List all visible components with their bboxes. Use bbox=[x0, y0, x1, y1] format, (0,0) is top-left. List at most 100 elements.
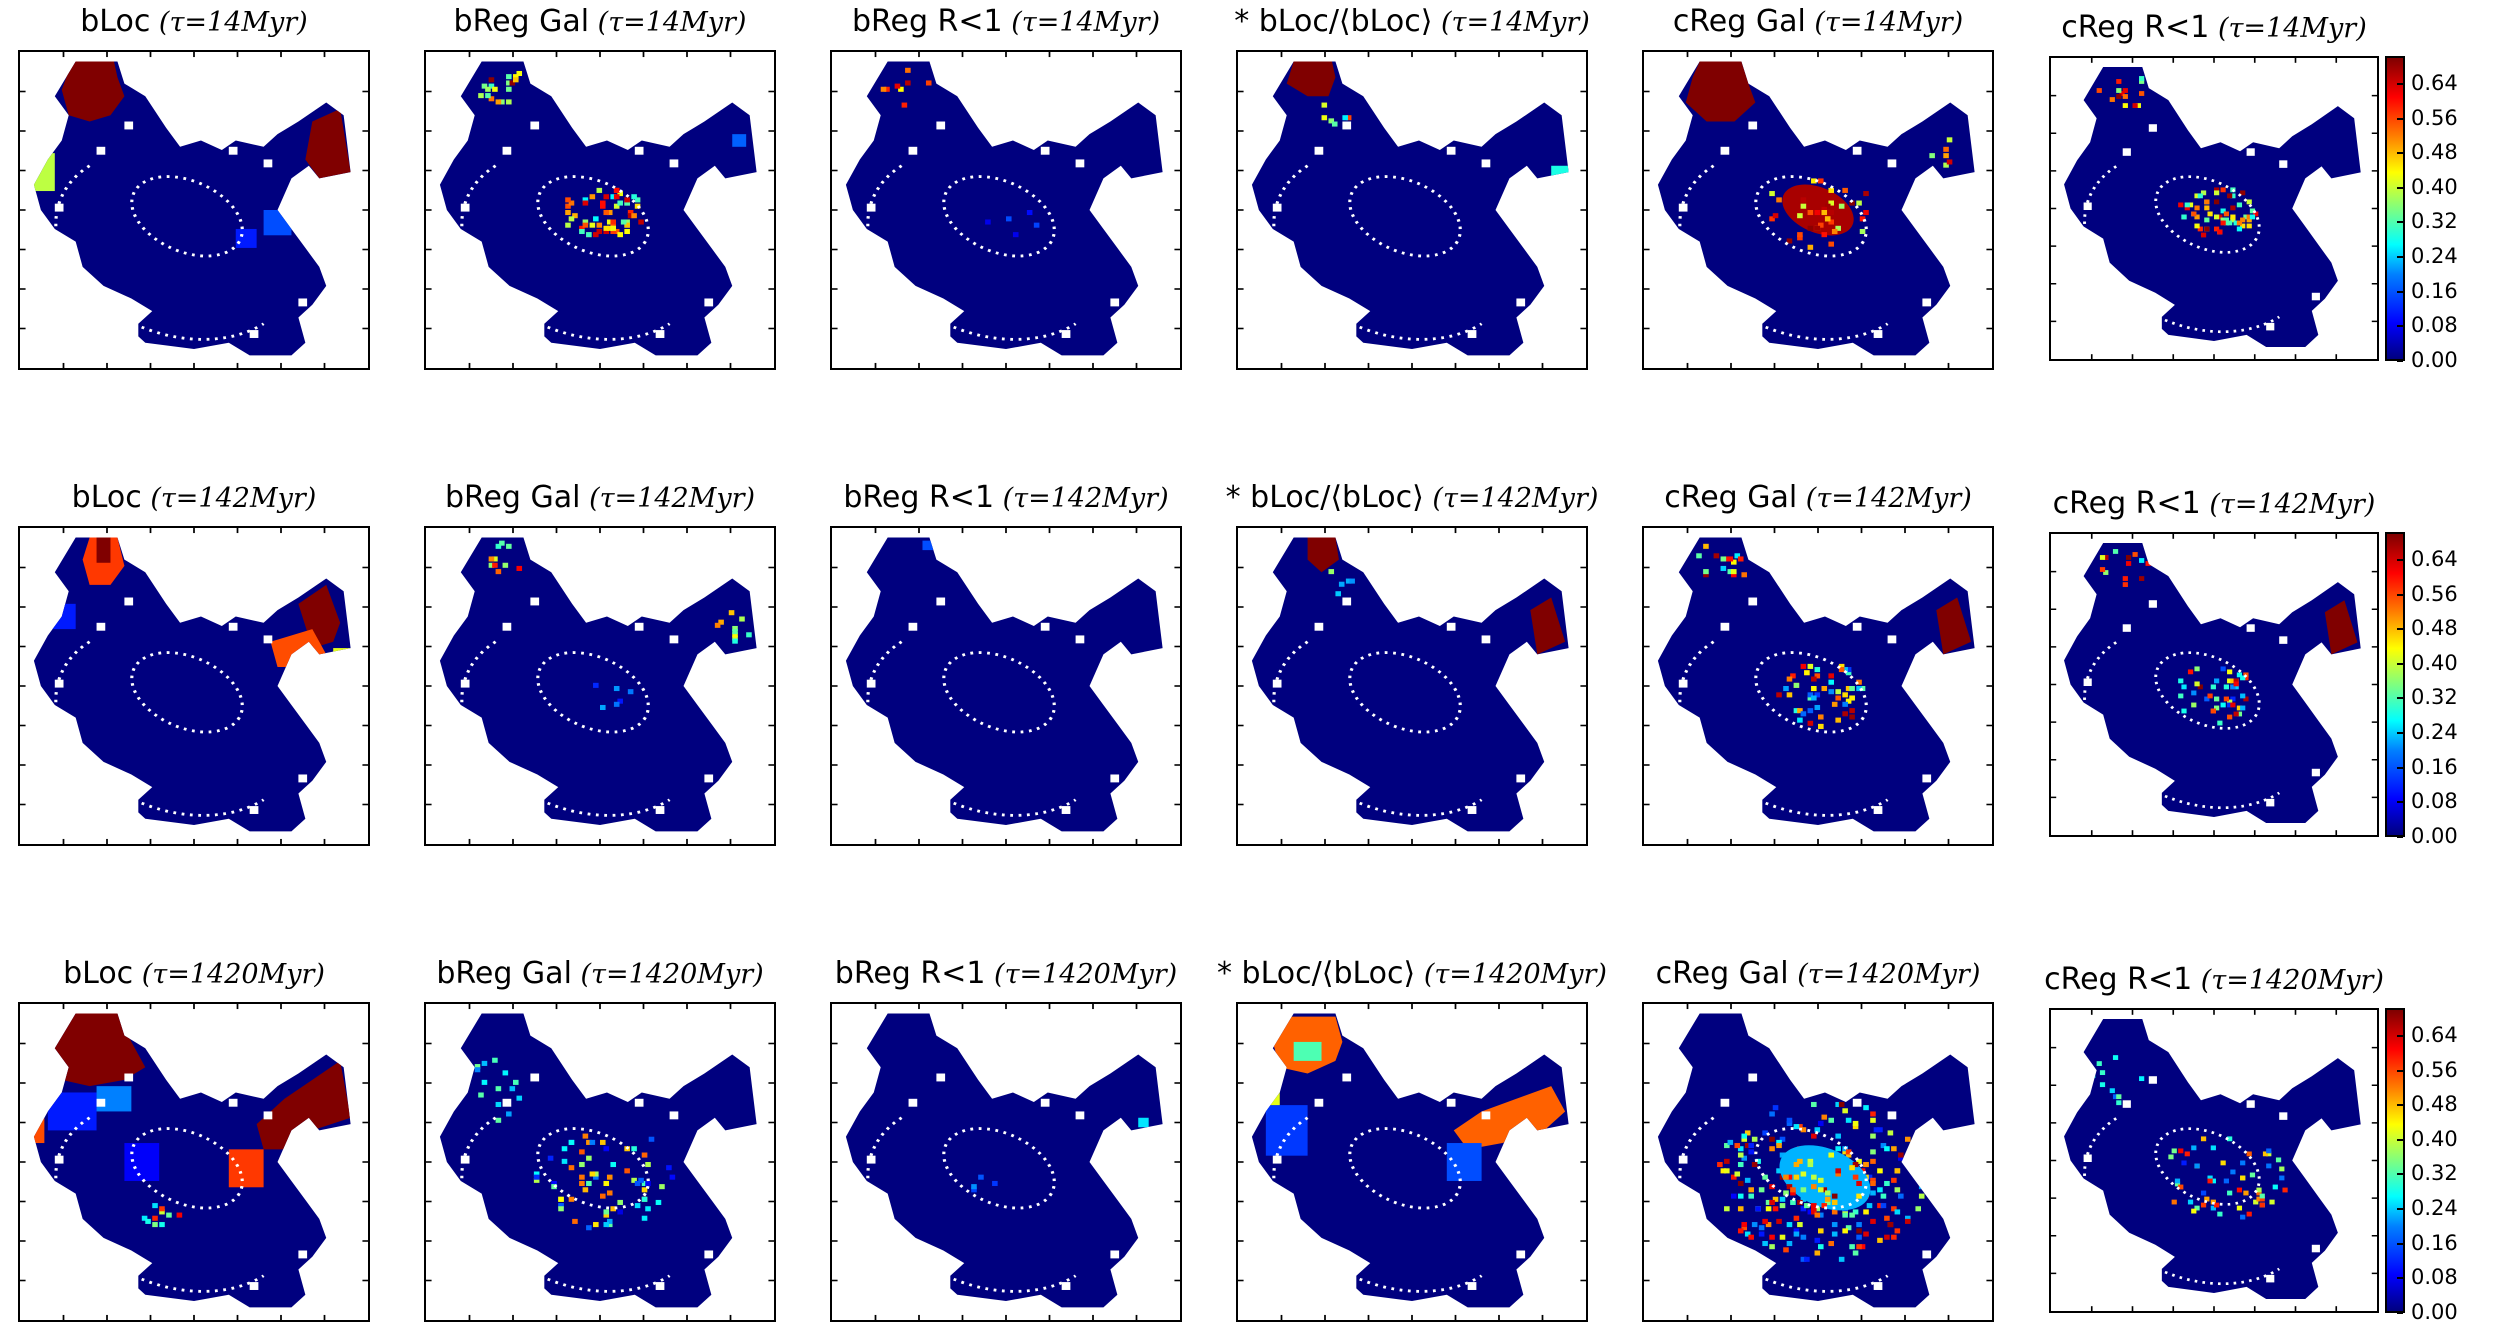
heatmap-pixel bbox=[1703, 543, 1709, 549]
heatmap-pixel bbox=[2246, 1151, 2252, 1157]
mask-hole bbox=[228, 1098, 238, 1107]
heatmap-pixel bbox=[732, 629, 738, 635]
heatmap-pixel bbox=[1807, 663, 1814, 669]
heatmap-pixel bbox=[488, 83, 495, 89]
heatmap-pixel bbox=[732, 625, 738, 632]
outer-ring-ellipse bbox=[2083, 165, 2281, 334]
heatmap-pixel bbox=[1845, 667, 1852, 673]
heatmap-pixel bbox=[1776, 1168, 1782, 1174]
heatmap-patch bbox=[228, 1149, 264, 1188]
heatmap-pixel bbox=[589, 1171, 596, 1177]
mask-hole bbox=[1887, 159, 1897, 168]
inner-ring-ellipse bbox=[942, 1127, 1056, 1210]
heatmap-pixel bbox=[2168, 1154, 2174, 1160]
mask-hole bbox=[1314, 1098, 1324, 1107]
mask-hole bbox=[936, 597, 946, 606]
heatmap-pixel bbox=[1859, 216, 1866, 222]
heatmap-pixel bbox=[2220, 187, 2226, 193]
mask-hole bbox=[2279, 160, 2288, 168]
heatmap-pixel bbox=[2230, 684, 2236, 690]
heatmap-pixel bbox=[1769, 1111, 1775, 1117]
heatmap-frame bbox=[830, 50, 1182, 370]
heatmap-pixel bbox=[2214, 214, 2220, 220]
heatmap-pixel bbox=[645, 1162, 651, 1168]
heatmap-pixel bbox=[1835, 1168, 1841, 1174]
outer-ring-ellipse bbox=[2083, 1117, 2281, 1286]
heatmap-pixel bbox=[586, 1180, 592, 1187]
heatmap-pixel bbox=[2103, 570, 2109, 575]
mask-hole bbox=[298, 1250, 308, 1259]
heatmap-pixel bbox=[2220, 702, 2226, 708]
inner-ring-ellipse bbox=[2154, 1127, 2261, 1206]
panel-title-name: * bLoc/⟨bLoc⟩ bbox=[1217, 956, 1416, 991]
heatmap-pixel bbox=[1811, 178, 1817, 184]
heatmap-pixel bbox=[1790, 673, 1796, 679]
heatmap-pixel bbox=[2171, 1148, 2177, 1154]
heatmap-pixel bbox=[551, 1180, 557, 1187]
colorbar-tick-label: 0.48 bbox=[2397, 616, 2458, 640]
panel-title-tau: (τ=14Myr) bbox=[1805, 7, 1964, 38]
heatmap-pixel bbox=[1818, 723, 1824, 729]
heatmap-pixel bbox=[2139, 558, 2145, 563]
heatmap-pixel bbox=[1838, 1256, 1845, 1262]
mask-hole bbox=[2246, 148, 2255, 156]
mask-hole bbox=[1467, 330, 1477, 338]
heatmap-pixel bbox=[1887, 1130, 1894, 1136]
heatmap-pixel bbox=[1818, 178, 1824, 184]
mask-hole bbox=[1040, 1098, 1050, 1107]
heatmap-pixel bbox=[1894, 1228, 1901, 1234]
heatmap-pixel bbox=[2233, 681, 2239, 687]
colorbar-tick-label: 0.08 bbox=[2397, 789, 2458, 813]
panel-title-tau: (τ=1420Myr) bbox=[1788, 959, 1981, 990]
heatmap-pixel bbox=[533, 1177, 540, 1183]
heatmap-frame bbox=[424, 526, 776, 846]
heatmap-pixel bbox=[2122, 582, 2128, 587]
heatmap-pixel bbox=[1807, 1158, 1814, 1164]
heatmap-pixel bbox=[666, 1165, 672, 1171]
panel-bregr1-row1: bReg R<1 (τ=14Myr) bbox=[830, 4, 1182, 370]
heatmap-pixel bbox=[613, 194, 620, 200]
heatmap-plot bbox=[426, 52, 774, 368]
heatmap-pixel bbox=[1737, 1180, 1744, 1187]
heatmap-pixel bbox=[613, 203, 620, 209]
heatmap-frame bbox=[2049, 56, 2379, 361]
heatmap-pixel bbox=[586, 1225, 592, 1231]
panel-title: bLoc (τ=142Myr) bbox=[0, 480, 390, 515]
colorbar-tick-label: 0.56 bbox=[2397, 106, 2458, 130]
colorbar-tick-label: 0.64 bbox=[2397, 547, 2458, 571]
heatmap-frame bbox=[18, 1002, 370, 1322]
heatmap-pixel bbox=[502, 1070, 509, 1076]
heatmap-pixel bbox=[1762, 1174, 1768, 1180]
heatmap-pixel bbox=[2220, 217, 2226, 223]
mask-hole bbox=[1110, 298, 1120, 307]
heatmap-pixel bbox=[1737, 1146, 1744, 1152]
heatmap-pixel bbox=[1800, 1234, 1807, 1240]
heatmap-pixel bbox=[1696, 553, 1702, 559]
heatmap-pixel bbox=[2240, 705, 2246, 711]
panel-title-tau: (τ=14Myr) bbox=[150, 7, 308, 38]
heatmap-pixel bbox=[1828, 679, 1835, 685]
heatmap-pixel bbox=[2139, 576, 2145, 581]
heatmap-pixel bbox=[1797, 213, 1803, 219]
mask-hole bbox=[866, 1155, 876, 1164]
heatmap-pixel bbox=[732, 638, 738, 644]
heatmap-pixel bbox=[2243, 696, 2249, 702]
mask-hole bbox=[1873, 1282, 1883, 1290]
heatmap-pixel bbox=[1870, 1218, 1876, 1224]
mask-hole bbox=[228, 146, 238, 155]
heatmap-pixel bbox=[589, 194, 596, 200]
heatmap-pixel bbox=[586, 232, 592, 238]
panel-title-name: cReg R<1 bbox=[2061, 10, 2210, 45]
mask-hole bbox=[96, 1098, 106, 1107]
mask-hole bbox=[2083, 202, 2092, 211]
heatmap-pixel bbox=[593, 232, 599, 238]
heatmap-pixel bbox=[1894, 1187, 1901, 1193]
outer-ring-ellipse bbox=[1272, 164, 1483, 341]
heatmap-pixel bbox=[2181, 214, 2187, 220]
heatmap-frame bbox=[1236, 526, 1588, 846]
heatmap-pixel bbox=[617, 232, 623, 238]
heatmap-pixel bbox=[1811, 695, 1817, 701]
heatmap-pixel bbox=[624, 219, 630, 225]
heatmap-pixel bbox=[1744, 1177, 1751, 1183]
heatmap-pixel bbox=[1884, 1180, 1890, 1187]
